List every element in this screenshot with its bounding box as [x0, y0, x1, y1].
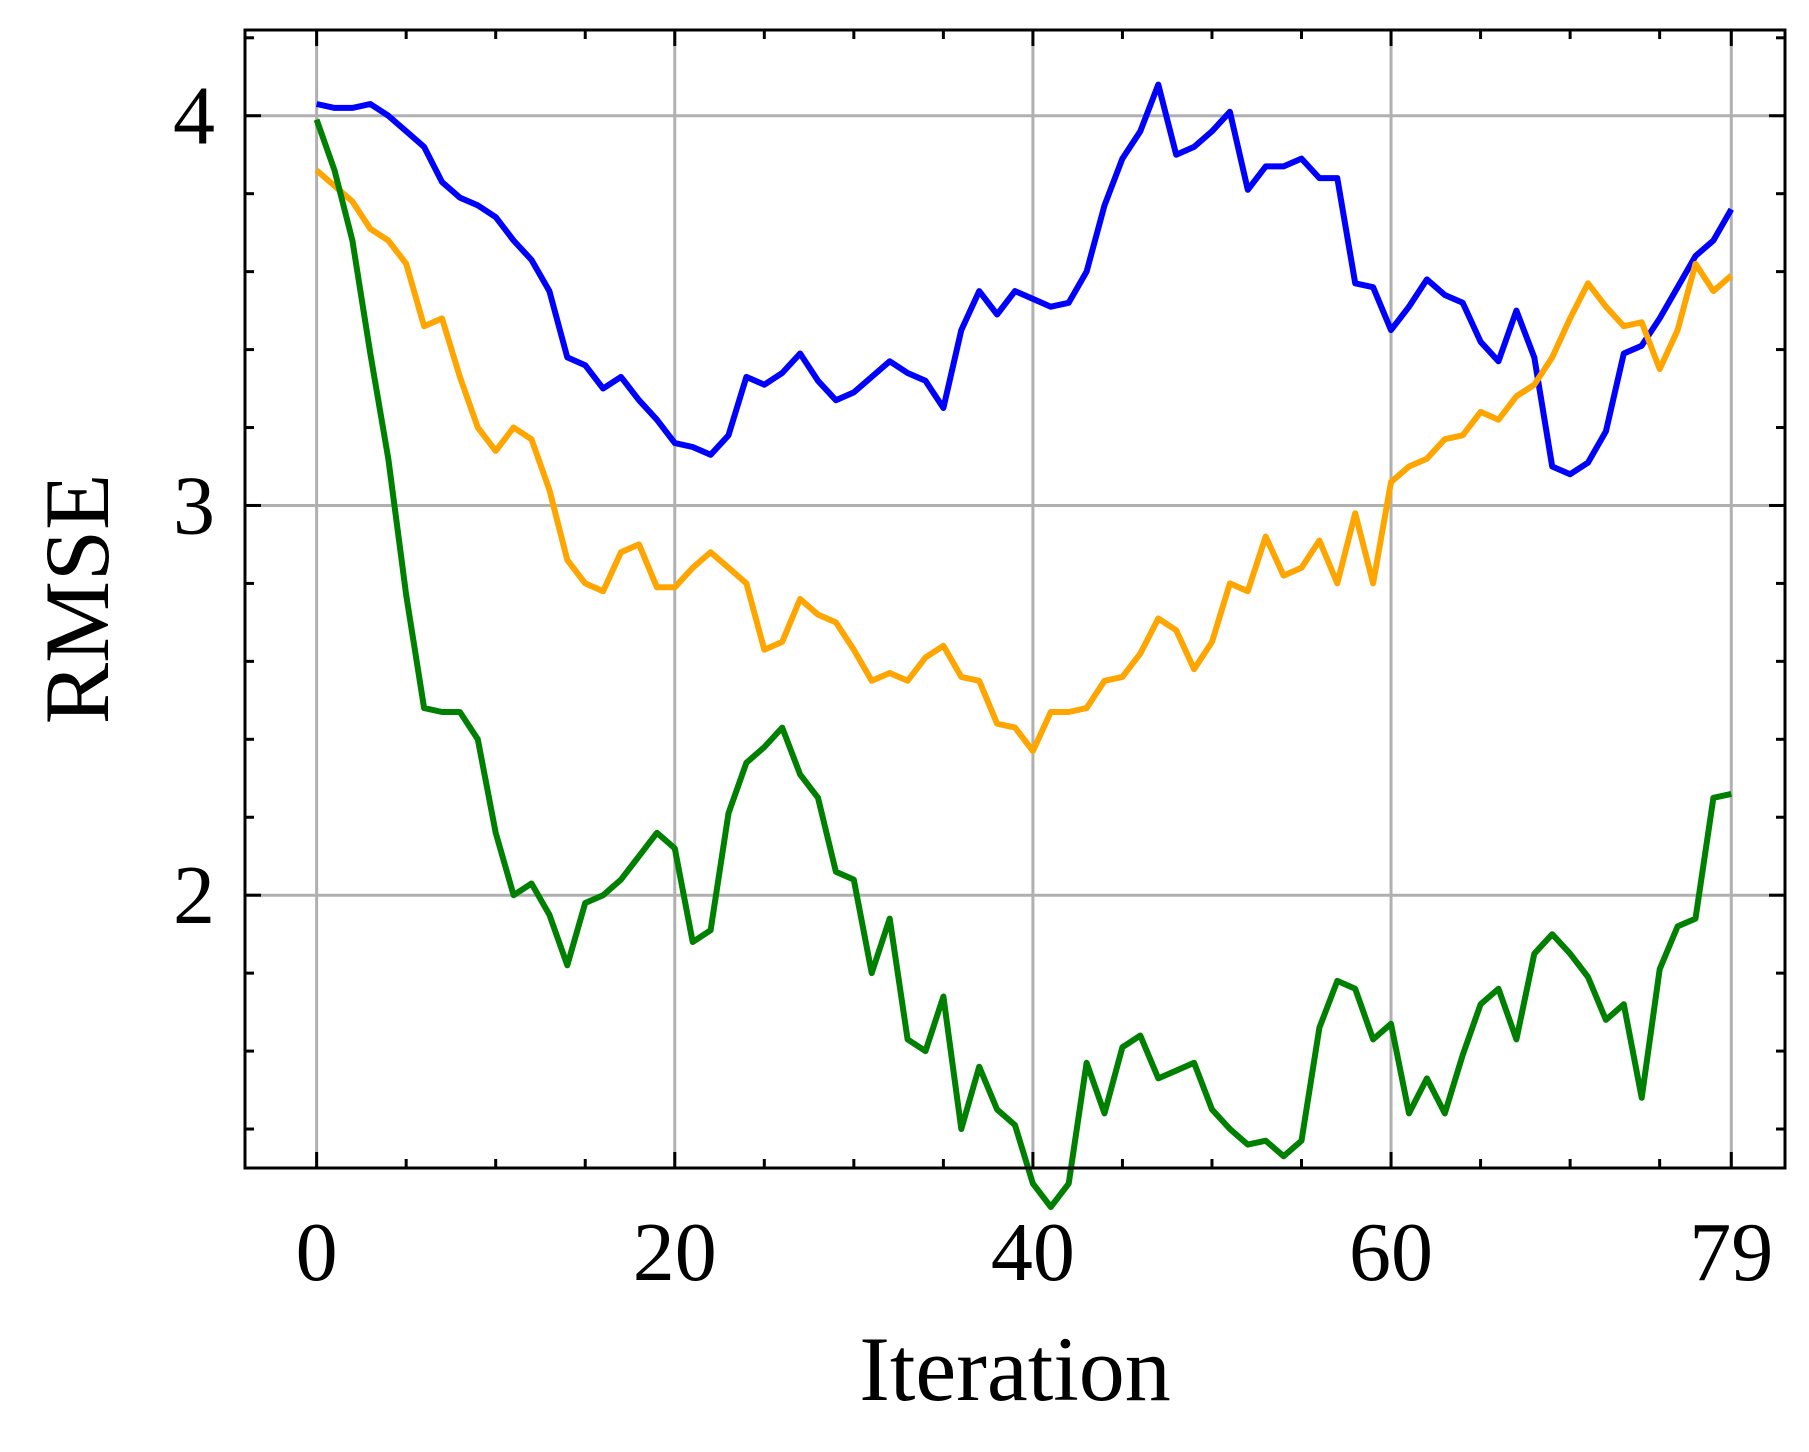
x-tick-label: 60	[1349, 1206, 1433, 1299]
x-tick-label: 20	[633, 1206, 717, 1299]
x-tick-label: 79	[1689, 1206, 1773, 1299]
x-tick-label: 0	[296, 1206, 338, 1299]
series-line-2	[314, 168, 1734, 754]
tick-labels: 0 20 40 60 79 2 3 4	[173, 70, 1773, 1299]
y-tick-label: 4	[173, 70, 215, 163]
x-axis-title: Iteration	[859, 1318, 1171, 1420]
grid-lines	[245, 30, 1785, 1168]
plot-frame	[243, 28, 1787, 1170]
y-tick-label: 2	[173, 849, 215, 942]
series-line-1	[315, 81, 1734, 478]
series-line-3	[313, 118, 1732, 1210]
series-lines	[313, 81, 1734, 1210]
x-tick-label: 40	[991, 1206, 1075, 1299]
axis-ticks	[245, 30, 1785, 1168]
y-tick-label: 3	[173, 459, 215, 552]
y-axis-title: RMSE	[26, 474, 128, 725]
